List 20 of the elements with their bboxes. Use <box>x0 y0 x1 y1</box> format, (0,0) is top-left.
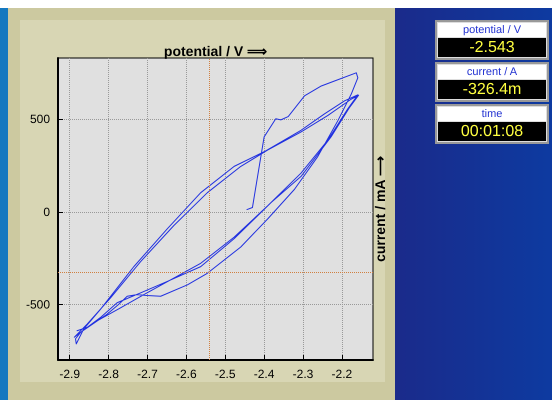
x-tick-label: -2.7 <box>137 367 158 381</box>
x-tick-label: -2.3 <box>292 367 314 381</box>
x-axis-title: potential / V ⟹ <box>164 43 268 59</box>
x-tick-label: -2.6 <box>176 367 197 381</box>
x-tick-label: -2.5 <box>214 367 236 381</box>
text: -326.4m <box>438 80 546 99</box>
x-tick-label: -2.4 <box>254 367 275 381</box>
y-axis-title: current / mA ⟶ <box>372 156 388 262</box>
x-tick-label: -2.2 <box>332 367 353 381</box>
text: potential / V <box>438 23 546 37</box>
text: 00:01:08 <box>438 122 546 141</box>
text: time <box>438 107 546 121</box>
line-series <box>74 72 360 344</box>
x-tick-label: -2.8 <box>98 367 120 381</box>
y-tick-label: 0 <box>43 204 50 219</box>
x-tick-label: -2.9 <box>59 367 80 381</box>
y-tick-label: -500 <box>26 297 50 312</box>
text: -2.543 <box>438 38 546 57</box>
text: current / A <box>438 65 546 79</box>
y-tick-label: 500 <box>30 112 50 126</box>
